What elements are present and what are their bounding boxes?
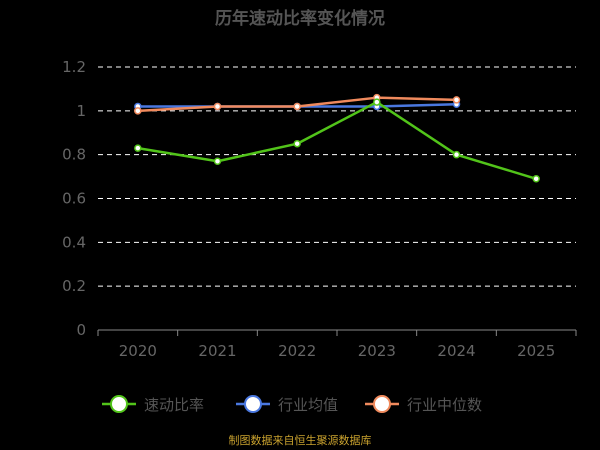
data-point [373, 98, 381, 106]
y-tick-label: 0.8 [62, 146, 86, 164]
x-tick-label: 2022 [278, 342, 316, 360]
y-tick-label: 0 [76, 321, 86, 339]
series-1 [134, 98, 540, 183]
series-layer [134, 93, 540, 183]
data-point [293, 102, 301, 111]
data-point [213, 102, 222, 111]
data-point [452, 150, 461, 159]
x-tick-label: 2023 [358, 342, 396, 360]
chart-title: 历年速动比率变化情况 [215, 8, 385, 29]
y-tick-label: 0.2 [62, 277, 86, 295]
data-point [134, 144, 142, 152]
x-tick-label: 2021 [198, 342, 236, 360]
data-point [213, 157, 222, 165]
x-tick-label: 2025 [517, 342, 555, 360]
y-tick-label: 0.4 [62, 233, 86, 251]
source-note: 制图数据来自恒生聚源数据库 [229, 433, 372, 447]
legend-marker [110, 395, 128, 413]
data-point [293, 139, 301, 148]
y-tick-label: 1 [76, 102, 86, 120]
series-3 [134, 93, 461, 115]
x-tick-label: 2020 [119, 342, 157, 360]
x-tick-label: 2024 [437, 342, 475, 360]
y-tick-label: 1.2 [62, 58, 86, 76]
legend: 速动比率 行业均值 行业中位数 [102, 395, 482, 414]
data-point [532, 175, 540, 183]
legend-label: 速动比率 [144, 396, 204, 414]
y-tick-label: 0.6 [62, 190, 86, 208]
legend-item: 速动比率 [102, 395, 204, 414]
axis-layer: 0 0.2 0.4 0.6 0.8 1 1.2 2020 2021 2022 2023 2024 202… [62, 58, 577, 360]
data-point [452, 96, 461, 104]
grid-layer [98, 66, 576, 287]
legend-label: 行业中位数 [407, 396, 482, 414]
series-line [137, 100, 537, 180]
data-point [134, 107, 142, 115]
legend-item: 行业均值 [236, 395, 338, 414]
legend-marker [373, 395, 391, 413]
legend-label: 行业均值 [278, 396, 338, 414]
legend-item: 行业中位数 [365, 395, 482, 414]
legend-marker [244, 395, 262, 413]
